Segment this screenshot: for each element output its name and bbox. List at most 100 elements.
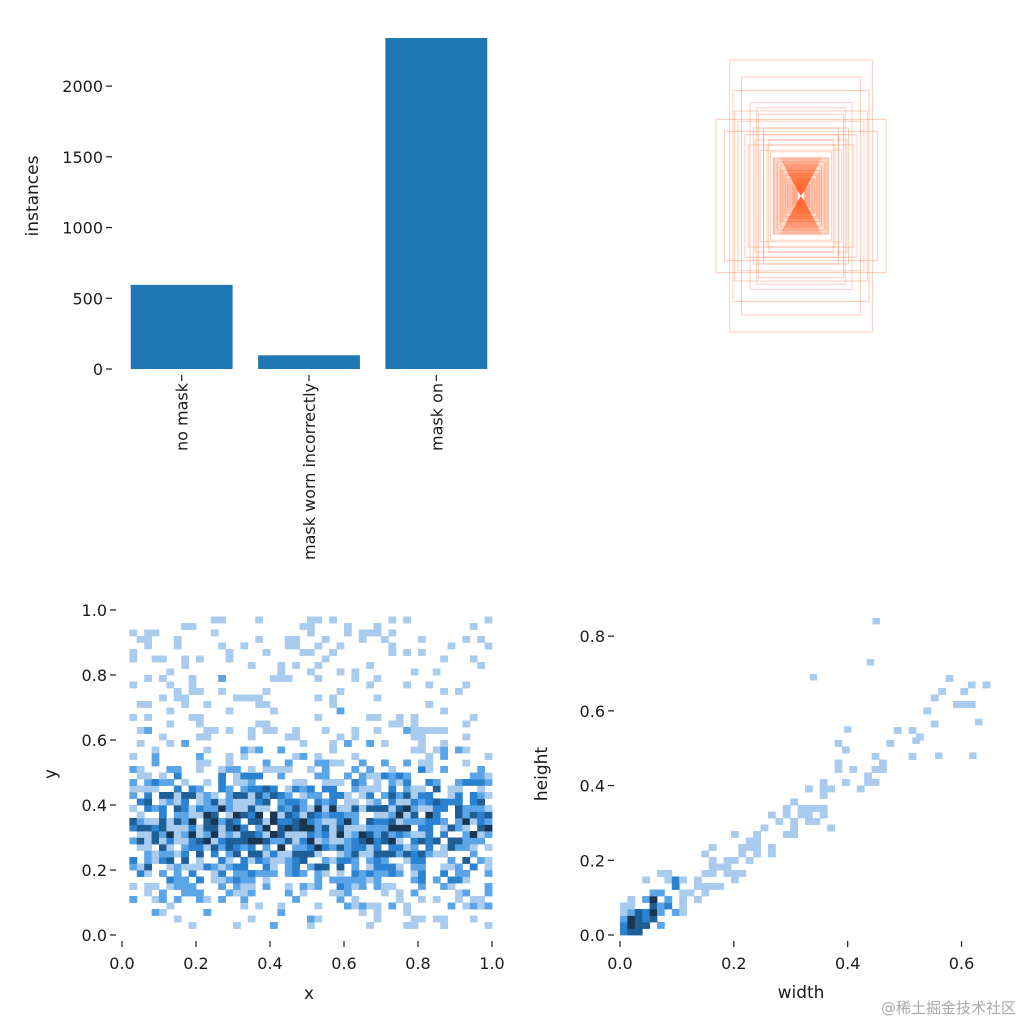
xy-heatmap-cell	[210, 818, 219, 825]
xy-heatmap-cell	[314, 642, 323, 650]
xy-heatmap-cell	[469, 655, 478, 663]
xy-heatmap-cell	[336, 668, 345, 676]
xy-heatmap-cell	[477, 824, 485, 832]
xy-heatmap-cell	[144, 883, 152, 890]
xy-heatmap-cell	[351, 870, 360, 877]
wh-heatmap-cell	[649, 896, 658, 903]
xy-heatmap-cell	[440, 798, 448, 806]
xy-heatmap-cell	[358, 629, 367, 637]
xy-heatmap-cell	[255, 870, 263, 877]
xy-heatmap-cell	[188, 688, 197, 695]
wh-heatmap-cell	[790, 798, 798, 806]
xy-heatmap-cell	[307, 811, 315, 819]
xy-heatmap-cell	[233, 811, 241, 819]
anchor-box-core	[796, 190, 806, 202]
xy-heatmap-cell	[366, 772, 374, 780]
xy-heatmap-cell	[477, 785, 485, 793]
anchor-box	[756, 107, 846, 285]
anchor-box	[749, 102, 853, 290]
watermark: @稀土掘金技术社区	[880, 999, 1016, 1017]
xy-heatmap-cell	[388, 649, 397, 656]
xy-heatmap-cell	[233, 883, 241, 890]
xy-heatmap-cell	[469, 779, 478, 786]
xy-heatmap-cell	[336, 889, 345, 897]
xy-heatmap-cell	[321, 798, 330, 806]
xy-heatmap-cell	[225, 811, 234, 819]
xy-heatmap-cell	[336, 837, 345, 845]
xy-heatmap-cell	[255, 720, 263, 728]
xy-heatmap-cell	[336, 850, 345, 858]
xy-heatmap-cell	[358, 844, 367, 851]
xy-heatmap-cell	[440, 753, 448, 760]
xy-heatmap-cell	[410, 720, 419, 728]
xy-heatmap-cell	[351, 876, 360, 884]
xy-axes: 0.0 0.2 0.4 0.6 0.8 1.0 0.0 0.2 0.4 0.6 0.8 1.0	[82, 601, 505, 973]
xy-heatmap-cell	[484, 844, 493, 851]
anchor-box	[778, 165, 824, 227]
xy-heatmap-cell	[151, 883, 160, 890]
anchor-box	[773, 158, 829, 234]
xy-heatmap-cell	[455, 876, 463, 884]
wh-heatmap-cell	[916, 733, 924, 741]
xy-heatmap-cell	[292, 642, 300, 650]
xy-heatmap-cell	[373, 785, 382, 793]
xy-heatmap-cell	[292, 636, 300, 643]
xy-heatmap-cell	[484, 792, 493, 799]
xy-heatmap-cell	[358, 883, 367, 890]
xy-heatmap-cell	[166, 850, 175, 858]
xy-heatmap-cell	[366, 818, 374, 825]
xy-heatmap-cell	[262, 701, 271, 708]
xy-heatmap-cell	[462, 837, 471, 845]
anchor-box-core	[785, 167, 817, 225]
xy-heatmap-cell	[292, 798, 300, 806]
xy-heatmap-cell	[225, 805, 234, 812]
xy-heatmap-cell	[418, 636, 426, 643]
anchor-box-core	[788, 173, 814, 219]
xy-heatmap-cell	[144, 863, 152, 871]
xy-heatmap-cell	[366, 876, 374, 884]
anchor-box-core	[781, 161, 821, 231]
xy-heatmap-cell	[129, 753, 138, 760]
xy-heatmap-cell	[336, 824, 345, 832]
xy-heatmap-cell	[329, 824, 337, 832]
xy-heatmap-cell	[299, 883, 308, 890]
xy-heatmap-cell	[240, 805, 249, 812]
xy-heatmap-cell	[418, 850, 426, 858]
xy-x-axis-label: x	[304, 984, 314, 1004]
xy-heatmap-cell	[314, 811, 323, 819]
xy-heatmap-cell	[284, 857, 293, 864]
xy-heatmap-cell	[366, 785, 374, 793]
xy-heatmap-cell	[292, 785, 300, 793]
xy-heatmap-cell	[188, 824, 197, 832]
xy-heatmap-cell	[336, 831, 345, 838]
anchor-box-core	[788, 174, 814, 218]
xy-heatmap-cell	[425, 759, 434, 767]
xy-heatmap-cell	[292, 811, 300, 819]
xy-heatmap-cells	[129, 616, 493, 929]
wh-heatmap-cell	[731, 857, 739, 864]
xy-heatmap-cell	[321, 824, 330, 832]
xy-heatmap-cell	[181, 876, 189, 884]
xy-heatmap-cell	[233, 694, 241, 702]
xy-heatmap-cell	[299, 818, 308, 825]
width-height-heatmap: 0.0 0.2 0.4 0.6 0.0 0.2 0.4 0.6 0.8 width height	[532, 617, 991, 1003]
xy-heatmap-cell	[381, 772, 389, 780]
xy-heatmap-cell	[418, 785, 426, 793]
xy-heatmap-cell	[233, 850, 241, 858]
xy-heatmap-cell	[255, 694, 263, 702]
xy-heatmap-cell	[447, 876, 456, 884]
xy-heatmap-cell	[188, 883, 197, 890]
xy-heatmap-cell	[218, 883, 226, 890]
xy-heatmap-cell	[129, 883, 138, 890]
anchor-box-core	[785, 168, 817, 224]
xy-heatmap-cell	[247, 915, 256, 923]
xy-heatmap-cell	[159, 792, 167, 799]
xy-heatmap-cell	[166, 902, 175, 910]
xy-heatmap-cell	[403, 792, 411, 799]
xy-heatmap-cell	[373, 805, 382, 812]
xy-heatmap: 0.0 0.2 0.4 0.6 0.8 1.0 0.0 0.2 0.4 0.6 0.8 1.0 x y	[41, 601, 505, 1004]
xy-heatmap-cell	[425, 811, 434, 819]
xy-heatmap-cell	[247, 857, 256, 864]
xy-heatmap-cell	[225, 727, 234, 734]
